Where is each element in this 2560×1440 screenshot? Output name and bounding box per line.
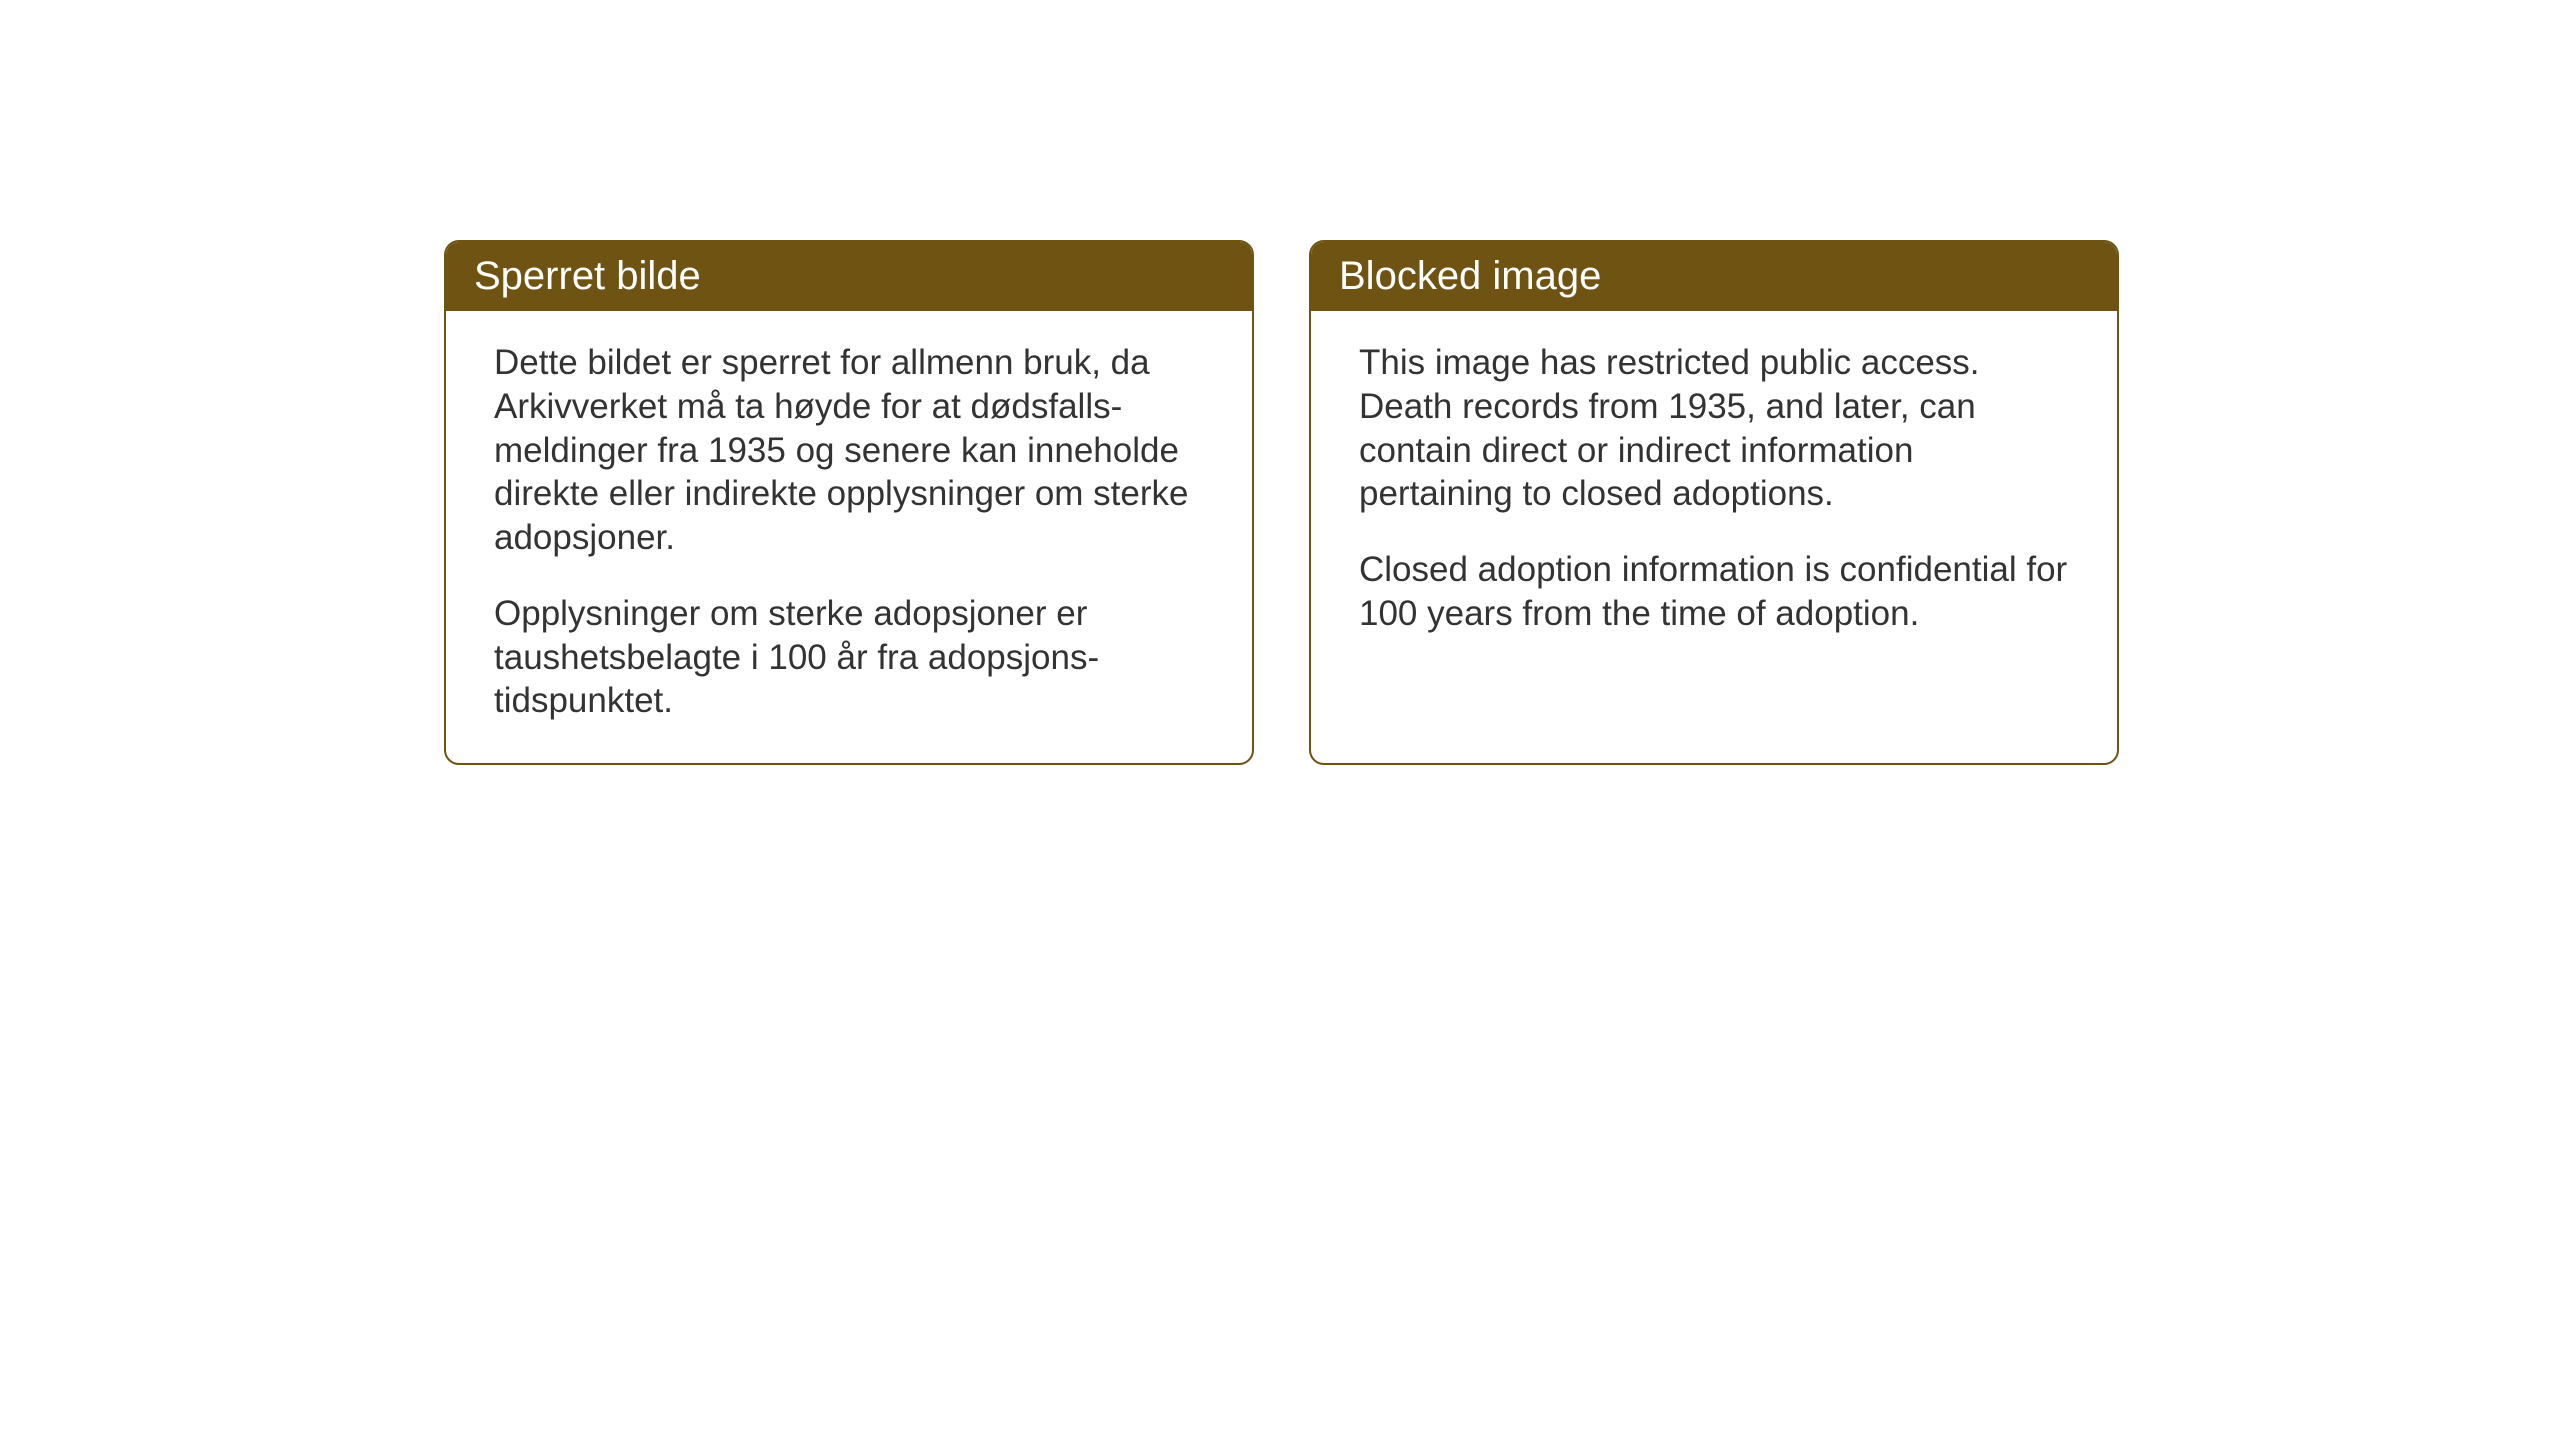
notice-cards-container: Sperret bilde Dette bildet er sperret fo… <box>444 240 2119 765</box>
english-paragraph-1: This image has restricted public access.… <box>1359 341 2069 516</box>
english-card-header: Blocked image <box>1311 242 2117 311</box>
norwegian-notice-card: Sperret bilde Dette bildet er sperret fo… <box>444 240 1254 765</box>
english-paragraph-2: Closed adoption information is confident… <box>1359 548 2069 636</box>
english-card-body: This image has restricted public access.… <box>1311 311 2117 676</box>
norwegian-paragraph-1: Dette bildet er sperret for allmenn bruk… <box>494 341 1204 560</box>
english-notice-card: Blocked image This image has restricted … <box>1309 240 2119 765</box>
norwegian-card-body: Dette bildet er sperret for allmenn bruk… <box>446 311 1252 763</box>
norwegian-card-header: Sperret bilde <box>446 242 1252 311</box>
norwegian-paragraph-2: Opplysninger om sterke adopsjoner er tau… <box>494 592 1204 723</box>
